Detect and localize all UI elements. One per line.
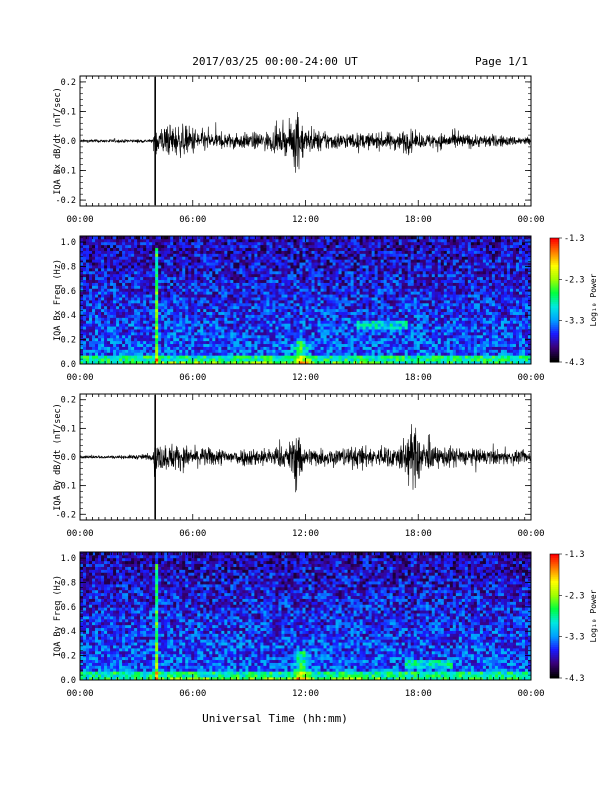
figure-title: 2017/03/25 00:00-24:00 UT	[192, 55, 358, 68]
x-tick-label: 12:00	[292, 689, 319, 699]
x-tick-label: 06:00	[179, 689, 206, 699]
colorbar-tick-label: -1.3	[564, 234, 584, 244]
y-tick-label: 0.2	[61, 78, 76, 88]
waveform-trace	[79, 424, 532, 493]
by-spectrogram-panel: 00:00 06:00 12:00 18:00 00:00 1.0 0.8 0.6 0.4 0.2…	[53, 551, 545, 699]
y-tick-label: 0.0	[61, 360, 76, 370]
panels-group: 00:00 06:00 12:00 18:00 00:00 0.2 0.1 0.0 -0.1 -0…	[53, 75, 545, 699]
bx-spectrogram-panel: 00:00 06:00 12:00 18:00 00:00 1.0 0.8 0.6 0.4 0.2…	[53, 235, 545, 383]
x-tick-label: 18:00	[405, 689, 432, 699]
spectrogram-cells	[80, 236, 532, 365]
x-tick-label: 06:00	[179, 373, 206, 383]
y-tick-label: -0.2	[56, 510, 76, 520]
bx-waveform-panel: 00:00 06:00 12:00 18:00 00:00 0.2 0.1 0.0 -0.1 -0…	[53, 75, 545, 225]
colorbar-tick-label: -3.3	[564, 633, 584, 643]
y-axis-label: IQA By Freq (Hz)	[53, 575, 63, 657]
y-tick-label: 0.0	[61, 676, 76, 686]
colorbar-tick-label: -2.3	[564, 591, 584, 601]
x-tick-label: 12:00	[292, 373, 319, 383]
x-tick-label: 18:00	[405, 373, 432, 383]
x-tick-label: 00:00	[517, 373, 544, 383]
spectrogram-cells	[80, 552, 532, 681]
x-tick-label: 12:00	[292, 529, 319, 539]
page-indicator: Page 1/1	[475, 55, 528, 68]
colorbar-tick-label: -4.3	[564, 674, 584, 684]
y-tick-label: 0.4	[61, 627, 76, 637]
y-tick-label: -0.2	[56, 196, 76, 206]
x-tick-label: 12:00	[292, 215, 319, 225]
colorbar: -1.3 -2.3 -3.3 -4.3 Log₁₀ Power	[549, 550, 598, 684]
colorbar-tick-label: -4.3	[564, 358, 584, 368]
by-waveform-panel: 00:00 06:00 12:00 18:00 00:00 0.2 0.1 0.0 -0.1 -0…	[53, 393, 545, 539]
x-tick-label: 06:00	[179, 215, 206, 225]
y-tick-label: 0.0	[61, 453, 76, 463]
y-tick-label: -0.1	[56, 167, 76, 177]
x-tick-label: 00:00	[517, 529, 544, 539]
colorbar: -1.3 -2.3 -3.3 -4.3 Log₁₀ Power	[549, 234, 598, 368]
y-tick-label: 0.1	[61, 424, 76, 434]
x-tick-label: 00:00	[66, 373, 93, 383]
y-tick-label: 0.2	[61, 396, 76, 406]
y-axis-label: IQA By dB/dt (nT/sec)	[53, 403, 63, 510]
x-tick-label: 00:00	[517, 215, 544, 225]
y-tick-label: 1.0	[61, 554, 76, 564]
colorbar-tick-label: -1.3	[564, 550, 584, 560]
x-tick-label: 00:00	[66, 689, 93, 699]
y-axis-label: IQA Bx dB/dt (nT/sec)	[53, 87, 63, 194]
x-tick-label: 00:00	[66, 529, 93, 539]
y-tick-label: 0.4	[61, 311, 76, 321]
y-tick-label: 0.2	[61, 336, 76, 346]
x-tick-label: 18:00	[405, 529, 432, 539]
y-tick-label: -0.1	[56, 482, 76, 492]
y-tick-label: 0.8	[61, 262, 76, 272]
y-tick-label: 1.0	[61, 238, 76, 248]
x-tick-label: 06:00	[179, 529, 206, 539]
y-tick-label: 0.0	[61, 137, 76, 147]
y-tick-label: 0.2	[61, 652, 76, 662]
x-tick-label: 00:00	[66, 215, 93, 225]
colorbar-tick-label: -2.3	[564, 275, 584, 285]
y-tick-label: 0.8	[61, 578, 76, 588]
x-tick-label: 00:00	[517, 689, 544, 699]
x-axis-title: Universal Time (hh:mm)	[202, 712, 348, 725]
colorbar-label: Log₁₀ Power	[589, 589, 598, 642]
y-tick-label: 0.1	[61, 107, 76, 117]
waveform-trace	[79, 111, 532, 173]
y-tick-label: 0.6	[61, 603, 76, 613]
colorbar-label: Log₁₀ Power	[589, 273, 598, 326]
colorbar-tick-label: -3.3	[564, 317, 584, 327]
x-tick-label: 18:00	[405, 215, 432, 225]
y-tick-label: 0.6	[61, 287, 76, 297]
y-axis-label: IQA Bx Freq (Hz)	[53, 259, 63, 341]
